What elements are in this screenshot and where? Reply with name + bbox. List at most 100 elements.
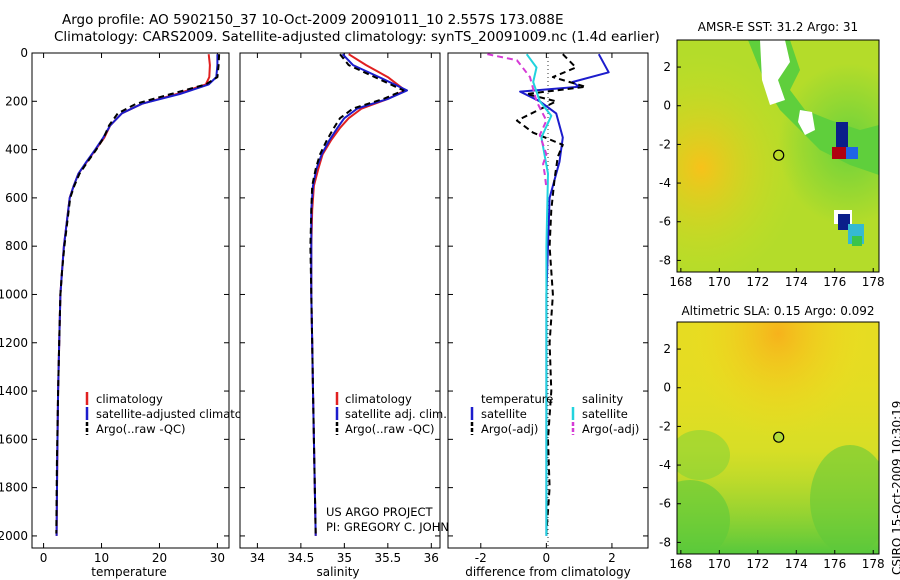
legend-argo-label: Argo(..raw -QC) bbox=[96, 422, 186, 436]
y-tick-label: -6 bbox=[659, 497, 671, 511]
low-sla-region bbox=[677, 480, 730, 554]
sst-map-panel: AMSR-E SST: 31.2 Argo: 31 168 170 172 174 17… bbox=[659, 20, 885, 289]
x-tick-label: 170 bbox=[708, 557, 731, 571]
legend-temperature-heading: temperature bbox=[481, 392, 553, 406]
series-line-temperature-argo-adj- bbox=[515, 53, 587, 534]
y-tick-label: -8 bbox=[659, 535, 671, 549]
series-line-salinity-argo-adj- bbox=[487, 53, 548, 189]
x-tick-label: 168 bbox=[669, 275, 692, 289]
y-tick-label: 0 bbox=[20, 46, 28, 60]
difference-xlabel: difference from climatology bbox=[465, 565, 631, 579]
credit-project: US ARGO PROJECT bbox=[326, 505, 434, 519]
x-tick-label: 34.5 bbox=[288, 551, 315, 565]
y-tick-label: 0 bbox=[663, 99, 671, 113]
y-tick-label: 1600 bbox=[0, 432, 28, 446]
missing-data-region bbox=[760, 40, 790, 105]
x-tick-label: 174 bbox=[785, 275, 808, 289]
figure-title-line2: Climatology: CARS2009. Satellite-adjuste… bbox=[54, 29, 660, 45]
sla-map-frame bbox=[676, 321, 880, 555]
y-tick-label: 600 bbox=[5, 191, 28, 205]
hot-anomaly-cell bbox=[832, 147, 846, 159]
cool-anomaly-cell bbox=[846, 147, 858, 159]
credit-pi: PI: GREGORY C. JOHNSON bbox=[326, 520, 474, 534]
series-line-salinity-satellite bbox=[525, 53, 553, 536]
sst-map-frame bbox=[676, 39, 880, 273]
legend-climatology-label: climatology bbox=[345, 392, 412, 406]
y-tick-label: 2 bbox=[663, 342, 671, 356]
y-tick-label: 1800 bbox=[0, 481, 28, 495]
legend-sal-satellite-label: satellite bbox=[582, 407, 628, 421]
y-tick-label: 800 bbox=[5, 239, 28, 253]
legend-temp-satellite-label: satellite bbox=[481, 407, 527, 421]
x-tick-label: 36 bbox=[424, 551, 439, 565]
temperature-plot-frame bbox=[31, 52, 230, 549]
x-tick-label: -2 bbox=[475, 551, 487, 565]
y-tick-label: 1200 bbox=[0, 336, 28, 350]
series-line-argo-raw-qc- bbox=[309, 53, 405, 534]
y-tick-label: -6 bbox=[659, 215, 671, 229]
legend-satellite-label: satellite-adjusted climatology bbox=[96, 407, 266, 421]
x-tick-label: 174 bbox=[785, 557, 808, 571]
salinity-panel: 34 34.5 35 35.5 36 salinity climatology sate… bbox=[239, 52, 474, 579]
legend-sal-argo-label: Argo(-adj) bbox=[582, 422, 639, 436]
legend-climatology-label: climatology bbox=[96, 392, 163, 406]
salinity-legend: climatology satellite adj. clim. Argo(..… bbox=[335, 392, 447, 436]
legend-salinity-heading: salinity bbox=[582, 392, 623, 406]
timestamp: CSIRO 15-Oct-2009 10:30:19 bbox=[890, 400, 900, 575]
x-tick-label: 176 bbox=[823, 275, 846, 289]
sst-map-title: AMSR-E SST: 31.2 Argo: 31 bbox=[698, 20, 858, 34]
legend-argo-label: Argo(..raw -QC) bbox=[345, 422, 435, 436]
y-tick-label: 400 bbox=[5, 143, 28, 157]
sla-heatmap bbox=[677, 322, 879, 554]
y-tick-label: -2 bbox=[659, 419, 671, 433]
y-tick-label: 2 bbox=[663, 60, 671, 74]
x-tick-label: 168 bbox=[669, 557, 692, 571]
y-tick-label: -4 bbox=[659, 176, 671, 190]
sst-heatmap bbox=[677, 40, 879, 272]
y-tick-label: -2 bbox=[659, 137, 671, 151]
low-sla-region bbox=[810, 445, 879, 554]
x-tick-label: 176 bbox=[823, 557, 846, 571]
y-tick-label: 2000 bbox=[0, 529, 28, 543]
x-tick-label: 172 bbox=[746, 275, 769, 289]
cold-anomaly-cell bbox=[838, 214, 850, 230]
argo-position-marker bbox=[773, 431, 785, 443]
salinity-plot-frame bbox=[239, 52, 441, 549]
legend-temp-argo-label: Argo(-adj) bbox=[481, 422, 538, 436]
salinity-xlabel: salinity bbox=[316, 565, 359, 579]
x-tick-label: 172 bbox=[746, 557, 769, 571]
x-tick-label: 2 bbox=[608, 551, 616, 565]
x-tick-label: 178 bbox=[862, 275, 885, 289]
x-tick-label: 30 bbox=[210, 551, 225, 565]
series-line-argo-raw-qc- bbox=[55, 54, 221, 534]
y-tick-label: 1000 bbox=[0, 287, 28, 301]
x-tick-label: 35.5 bbox=[374, 551, 401, 565]
x-tick-label: 10 bbox=[94, 551, 109, 565]
low-sla-region bbox=[677, 430, 730, 480]
x-tick-label: 0 bbox=[543, 551, 551, 565]
y-tick-label: 0 bbox=[663, 381, 671, 395]
y-tick-label: -8 bbox=[659, 253, 671, 267]
x-tick-label: 170 bbox=[708, 275, 731, 289]
y-tick-label: 200 bbox=[5, 94, 28, 108]
x-tick-label: 178 bbox=[862, 557, 885, 571]
difference-panel: -2 0 2 difference from climatology tempera… bbox=[447, 52, 649, 579]
y-tick-label: 1400 bbox=[0, 384, 28, 398]
legend-satellite-label: satellite adj. clim. bbox=[345, 407, 447, 421]
temperature-xlabel: temperature bbox=[91, 565, 166, 579]
temperature-legend: climatology satellite-adjusted climatolo… bbox=[85, 392, 266, 436]
sla-map-title: Altimetric SLA: 0.15 Argo: 0.092 bbox=[681, 304, 874, 318]
x-tick-label: 0 bbox=[40, 551, 48, 565]
x-tick-label: 35 bbox=[337, 551, 352, 565]
warm-anomaly-cell bbox=[852, 236, 862, 246]
x-tick-label: 20 bbox=[152, 551, 167, 565]
sla-map-panel: Altimetric SLA: 0.15 Argo: 0.092 168 170 1… bbox=[659, 304, 885, 571]
y-tick-label: -4 bbox=[659, 458, 671, 472]
argo-position-marker bbox=[773, 149, 785, 161]
temperature-panel: 0 10 20 30 0 200 400 600 800 1000 1200 1400 1600 1800… bbox=[0, 46, 266, 579]
x-tick-label: 34 bbox=[250, 551, 265, 565]
figure-title-line1: Argo profile: AO 5902150_37 10-Oct-2009 … bbox=[62, 12, 564, 28]
difference-legend: temperature satellite Argo(-adj) salinit… bbox=[470, 392, 639, 436]
missing-data-region bbox=[798, 110, 815, 135]
